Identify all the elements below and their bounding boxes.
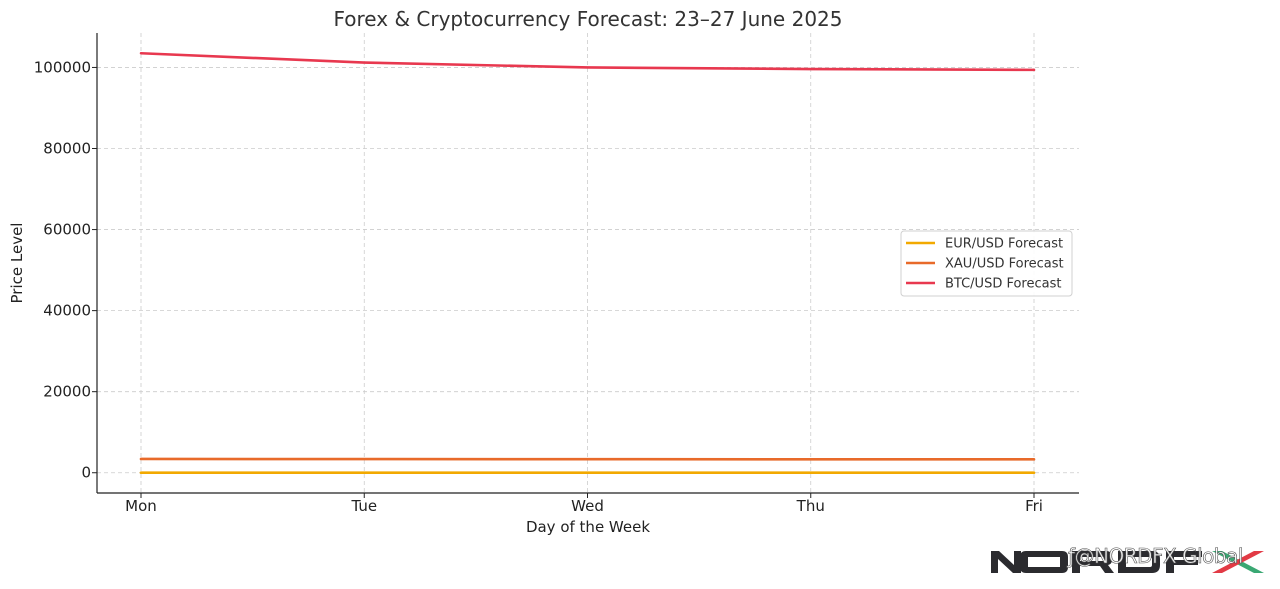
x-tick-label: Wed [571, 497, 604, 515]
legend-box [900, 230, 1073, 297]
legend-label: BTC/USD Forecast [945, 277, 1061, 292]
y-tick-label: 80000 [43, 140, 91, 158]
legend: EUR/USD Forecast XAU/USD Forecast BTC/USD … [900, 230, 1073, 297]
watermark-handle-text: @NORDFX Global [1074, 544, 1243, 569]
facebook-icon: ƒ [1068, 544, 1076, 569]
nordfx-logo [991, 551, 1264, 573]
y-tick-label: 100000 [34, 58, 91, 76]
legend-label: XAU/USD Forecast [945, 257, 1064, 272]
series-lines [139, 51, 1036, 475]
legend-label: EUR/USD Forecast [945, 237, 1063, 252]
y-axis-label: Price Level [8, 223, 26, 304]
y-tick-label: 0 [81, 464, 91, 482]
chart-title: Forex & Cryptocurrency Forecast: 23–27 J… [334, 7, 843, 31]
ticks: Mon Tue Wed Thu Fri 0 20000 40000 60000 80000 1000… [34, 58, 1043, 515]
y-tick-label: 60000 [43, 221, 91, 239]
x-tick-label: Mon [125, 497, 157, 515]
watermark-handle: ƒ@NORDFX Global [1068, 544, 1244, 569]
y-tick-label: 40000 [43, 302, 91, 320]
x-tick-label: Tue [350, 497, 377, 515]
x-tick-label: Thu [796, 497, 825, 515]
x-axis-label: Day of the Week [526, 518, 650, 536]
x-tick-label: Fri [1025, 497, 1043, 515]
y-tick-label: 20000 [43, 383, 91, 401]
series-line-2 [139, 51, 1036, 72]
